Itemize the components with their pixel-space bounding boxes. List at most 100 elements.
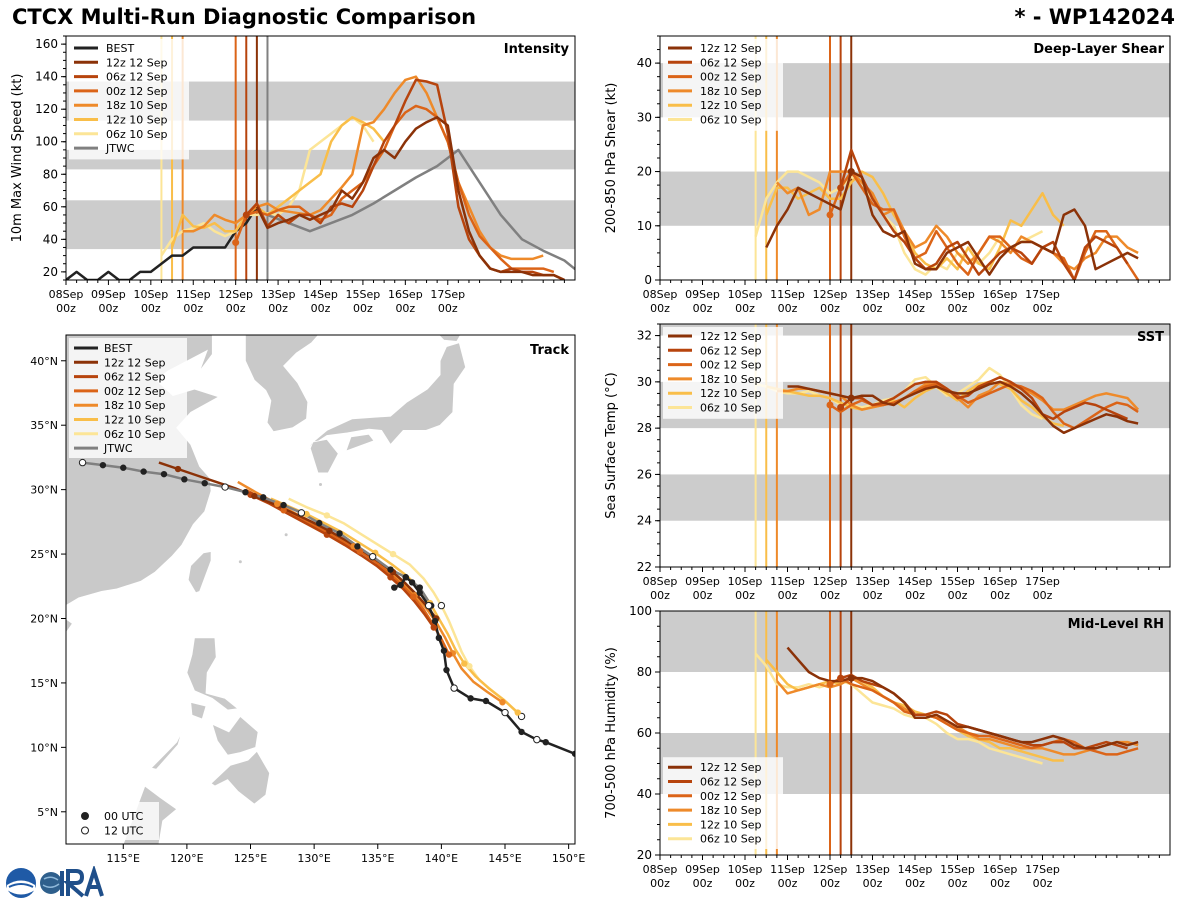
track-18z-10-sep: [237, 480, 504, 704]
land-luzon: [186, 637, 239, 711]
track-point-best: [408, 579, 416, 586]
mid-level-rh-xtick-label: 00z: [778, 877, 798, 890]
globe-icon: [40, 872, 62, 894]
sst-legend-label-06z-12-sep: 06z 12 Sep: [700, 344, 762, 357]
mid-level-rh-init-dot-06z-12-sep: [837, 674, 845, 682]
deep-layer-shear-series-06z-12-sep: [839, 148, 1129, 280]
intensity-ytick-label: 120: [35, 102, 58, 116]
cira-logo: [6, 866, 104, 898]
track-point-12z-10-sep: [514, 709, 521, 716]
intensity-xtick-label: 13Sep: [261, 288, 296, 301]
intensity-legend-label-12z-10-sep: 12z 10 Sep: [106, 114, 168, 127]
deep-layer-shear-xtick-label: 17Sep: [1025, 288, 1060, 301]
mid-level-rh-init-dot-12z-12-sep: [847, 674, 855, 682]
sst-legend-box: [663, 327, 783, 419]
deep-layer-shear-ytick-label: 20: [637, 165, 652, 179]
track-point-12z-10-sep: [461, 660, 468, 667]
sst-legend-label-18z-10-sep: 18z 10 Sep: [700, 373, 762, 386]
mid-level-rh-xtick-label: 00z: [650, 877, 670, 890]
track-xtick-label: 125°E: [234, 852, 267, 865]
sst-series-06z-12-sep: [839, 375, 1128, 421]
track-point-00z-12-sep: [410, 593, 417, 600]
mid-level-rh-xtick-label: 12Sep: [813, 863, 848, 876]
sst-init-dot-06z-12-sep: [837, 403, 845, 411]
intensity-series-18z-10-sep: [182, 75, 544, 261]
mid-level-rh-ytick-label: 20: [637, 848, 652, 862]
land-taiwan: [187, 551, 212, 594]
intensity-xtick-label: 09Sep: [91, 288, 126, 301]
track-marker-legend-dot-0: [81, 812, 89, 820]
track-point-best: [450, 684, 458, 692]
track-point-best: [482, 697, 490, 705]
deep-layer-shear-xtick-label: 16Sep: [983, 288, 1018, 301]
intensity-init-dot-00z-12-sep: [232, 239, 240, 247]
track-point-jtwc: [78, 458, 87, 467]
deep-layer-shear-xtick-label: 12Sep: [813, 288, 848, 301]
mid-level-rh-ytick-label: 80: [637, 665, 652, 679]
intensity-xtick-label: 10Sep: [133, 288, 168, 301]
sst-xtick-label: 17Sep: [1025, 575, 1060, 588]
land-shikoku: [345, 433, 375, 452]
land-islet-3: [319, 482, 322, 486]
intensity-xtick-label: 00z: [268, 302, 288, 315]
track-xtick-label: 120°E: [170, 852, 203, 865]
track-point-best: [518, 728, 525, 736]
mid-level-rh-xtick-label: 14Sep: [898, 863, 933, 876]
sst-band-2: [660, 324, 1170, 336]
deep-layer-shear-xtick-label: 00z: [693, 302, 713, 315]
track-ytick-label: 15°N: [30, 677, 58, 690]
intensity-ytick-label: 20: [43, 265, 58, 279]
mid-level-rh-xtick-label: 09Sep: [685, 863, 720, 876]
intensity-band-1: [66, 149, 575, 170]
deep-layer-shear-ytick-label: 0: [644, 273, 652, 287]
track-point-00z-12-sep: [280, 507, 287, 514]
sst-xtick-label: 16Sep: [983, 575, 1018, 588]
deep-layer-shear-xtick-label: 13Sep: [855, 288, 890, 301]
track-point-best: [467, 695, 474, 702]
mid-level-rh-xtick-label: 11Sep: [770, 863, 805, 876]
mid-level-rh-init-dot-00z-12-sep: [826, 680, 834, 688]
track-point-12z-12-sep: [174, 465, 182, 473]
track-point-jtwc: [387, 566, 394, 573]
intensity-legend-label-00z-12-sep: 00z 12 Sep: [106, 85, 168, 98]
intensity-xtick-label: 00z: [438, 302, 458, 315]
intensity-xtick-label: 08Sep: [49, 288, 84, 301]
track-point-jtwc: [221, 483, 229, 491]
deep-layer-shear-xtick-label: 11Sep: [770, 288, 805, 301]
track-legend-box: [69, 338, 187, 458]
mid-level-rh-series-12z-12-sep: [786, 646, 1139, 750]
track-point-jtwc: [316, 519, 323, 527]
track-ytick-label: 30°N: [30, 484, 58, 497]
land-palawan: [150, 731, 183, 770]
sst-legend-label-12z-10-sep: 12z 10 Sep: [700, 387, 762, 400]
track-ytick-label: 35°N: [30, 419, 58, 432]
sst-init-dot-00z-12-sep: [826, 401, 834, 409]
deep-layer-shear-xtick-label: 00z: [1033, 302, 1053, 315]
mid-level-rh-xtick-label: 15Sep: [940, 863, 975, 876]
deep-layer-shear-xtick-label: 00z: [820, 302, 840, 315]
sst-ytick-label: 24: [637, 514, 652, 528]
track-06z-12-sep: [249, 493, 435, 629]
track-frame: [65, 334, 576, 845]
deep-layer-shear-legend-box: [663, 39, 783, 131]
track-ytick-label: 25°N: [30, 548, 58, 561]
deep-layer-shear-ylabel: 200-850 hPa Shear (kt): [604, 83, 619, 234]
mid-level-rh-legend-label-18z-10-sep: 18z 10 Sep: [700, 804, 762, 817]
track-xtick-label: 140°E: [425, 852, 458, 865]
deep-layer-shear-init-dot-06z-12-sep: [837, 184, 845, 192]
track-12z-12-sep: [158, 461, 438, 620]
deep-layer-shear-xtick-label: 14Sep: [898, 288, 933, 301]
track-point-18z-10-sep: [274, 500, 281, 508]
land-west-edge: [47, 335, 60, 844]
mid-level-rh-xtick-label: 00z: [905, 877, 925, 890]
track-xtick-label: 135°E: [361, 852, 394, 865]
mid-level-rh-plot-area: [660, 611, 1170, 855]
deep-layer-shear-xtick-label: 09Sep: [685, 288, 720, 301]
main-title: CTCX Multi-Run Diagnostic Comparison: [12, 5, 477, 29]
deep-layer-shear-series-12z-12-sep: [765, 170, 1139, 276]
track-point-jtwc: [354, 543, 361, 550]
deep-layer-shear-xtick-label: 00z: [990, 302, 1010, 315]
intensity-legend-label-06z-10-sep: 06z 10 Sep: [106, 128, 168, 141]
sst-xtick-label: 00z: [650, 589, 670, 602]
